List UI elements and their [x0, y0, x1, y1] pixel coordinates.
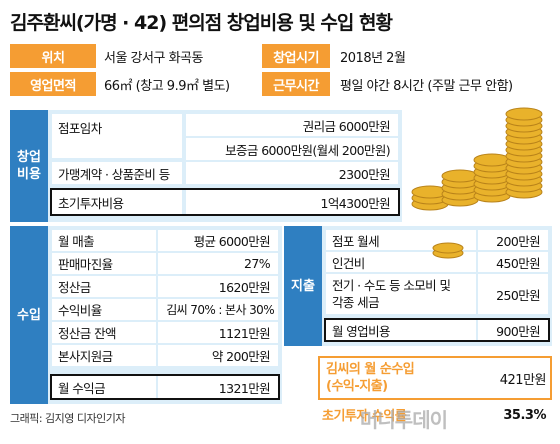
roi-value: 35.3%	[503, 408, 546, 423]
expense-row-value: 200만원	[478, 230, 548, 250]
income-row-value: 약 200만원	[158, 345, 278, 366]
expense-row-label: 전기 · 수도 등 소모비 및 각종 세금	[326, 274, 476, 314]
income-row-label: 월 매출	[52, 230, 156, 251]
startup-row-value: 권리금 6000만원	[186, 114, 398, 136]
expense-total-label: 월 영업비용	[326, 320, 476, 340]
income-side-label: 수입	[10, 226, 48, 404]
page-title: 김주환씨(가명 · 42) 편의점 창업비용 및 수입 현황	[10, 12, 393, 34]
expense-row-value: 250만원	[478, 274, 548, 314]
income-row-value: 김씨 70% : 본사 30%	[158, 299, 278, 320]
expense-side-label: 지출	[284, 226, 322, 346]
coin-stack-icon	[411, 107, 543, 211]
net-income-box	[318, 356, 552, 400]
hours-tag: 근무시간	[262, 72, 330, 96]
startdate-tag: 창업시기	[262, 44, 330, 68]
startup-row-value: 2300만원	[186, 162, 398, 184]
startup-total-box	[50, 188, 400, 216]
income-total-value: 1321만원	[158, 376, 278, 398]
startup-total-value: 1억4300만원	[186, 190, 398, 214]
income-row-label: 판매마진율	[52, 253, 156, 274]
area-value: 66㎡ (창고 9.9㎡ 별도)	[104, 78, 230, 94]
income-row-value: 평균 6000만원	[158, 230, 278, 251]
hours-value: 평일 야간 8시간 (주말 근무 안함)	[340, 78, 513, 94]
income-row-label: 정산금 잔액	[52, 322, 156, 343]
income-row-value: 1620만원	[158, 276, 278, 297]
coins-icon	[432, 242, 464, 259]
expense-total-value: 900만원	[478, 320, 548, 340]
startup-side-label: 창업 비용	[10, 110, 48, 222]
watermark-logo: 머니투데이	[360, 408, 448, 432]
startup-row-value: 보증금 6000만원(월세 200만원)	[186, 138, 398, 160]
area-tag: 영업면적	[10, 72, 96, 96]
expense-row-value: 450만원	[478, 252, 548, 272]
startup-row-label: 점포임차	[52, 114, 182, 158]
startup-row-label: 가맹계약 · 상품준비 등	[52, 162, 182, 184]
income-row-value: 27%	[158, 253, 278, 274]
startdate-value: 2018년 2월	[340, 50, 406, 66]
income-row-label: 수익비율	[52, 299, 156, 320]
net-income-label: 김씨의 월 순수입 (수익-지출)	[326, 362, 415, 394]
location-value: 서울 강서구 화곡동	[104, 50, 203, 66]
income-row-label: 본사지원금	[52, 345, 156, 366]
expense-total-box	[324, 318, 550, 342]
income-row-label: 정산금	[52, 276, 156, 297]
income-total-box	[50, 374, 280, 400]
roi-label: 초기투자 수익률	[322, 409, 407, 424]
credit-text: 그래픽: 김지영 디자인기자	[10, 412, 126, 425]
location-tag: 위치	[10, 44, 96, 68]
startup-total-label: 초기투자비용	[52, 190, 182, 214]
income-total-label: 월 수익금	[52, 376, 156, 398]
income-row-value: 1121만원	[158, 322, 278, 343]
net-income-value: 421만원	[499, 373, 547, 388]
